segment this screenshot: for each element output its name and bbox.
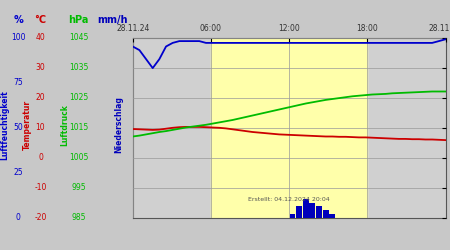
Text: 10: 10 — [36, 123, 45, 132]
Text: 985: 985 — [72, 213, 86, 222]
Text: 40: 40 — [36, 33, 45, 42]
Bar — [329, 214, 335, 218]
Text: Luftdruck: Luftdruck — [61, 104, 70, 146]
Text: -20: -20 — [34, 213, 47, 222]
Text: 1005: 1005 — [69, 153, 89, 162]
Text: -10: -10 — [34, 183, 47, 192]
Text: 0: 0 — [16, 213, 20, 222]
Text: 995: 995 — [72, 183, 86, 192]
Text: Temperatur: Temperatur — [22, 100, 32, 150]
Text: 25: 25 — [13, 168, 23, 177]
Text: 1015: 1015 — [69, 123, 88, 132]
Text: 1025: 1025 — [69, 93, 88, 102]
Text: 0: 0 — [38, 153, 43, 162]
Text: %: % — [13, 15, 23, 25]
Text: hPa: hPa — [68, 15, 89, 25]
Text: 50: 50 — [13, 123, 23, 132]
Text: 1035: 1035 — [69, 63, 89, 72]
Text: 20: 20 — [36, 93, 45, 102]
Text: 100: 100 — [11, 33, 25, 42]
Text: 30: 30 — [36, 63, 45, 72]
Text: 75: 75 — [13, 78, 23, 87]
Text: Erstellt: 04.12.2024 20:04: Erstellt: 04.12.2024 20:04 — [248, 197, 330, 202]
Bar — [323, 210, 328, 218]
Bar — [316, 206, 322, 218]
Bar — [289, 214, 295, 218]
Text: mm/h: mm/h — [97, 15, 128, 25]
Bar — [303, 199, 309, 218]
Text: Luftfeuchtigkeit: Luftfeuchtigkeit — [0, 90, 9, 160]
Bar — [310, 202, 315, 218]
Bar — [211, 38, 367, 218]
Bar — [296, 206, 302, 218]
Text: 1045: 1045 — [69, 33, 89, 42]
Text: °C: °C — [35, 15, 46, 25]
Text: Niederschlag: Niederschlag — [114, 96, 123, 154]
